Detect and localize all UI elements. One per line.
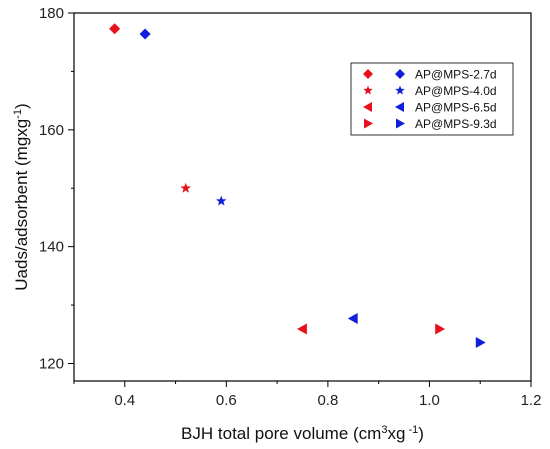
legend-marker-blue bbox=[395, 69, 405, 79]
legend-marker-red bbox=[363, 69, 373, 79]
data-point-triangle-right-red bbox=[435, 323, 446, 335]
legend-marker-red bbox=[364, 118, 373, 129]
data-point-star-blue bbox=[216, 195, 227, 206]
x-tick-label: 0.8 bbox=[317, 392, 338, 409]
legend-marker-red bbox=[363, 102, 372, 112]
legend-label: AP@MPS-4.0d bbox=[415, 84, 497, 98]
data-point-triangle-left-blue bbox=[347, 312, 358, 324]
y-tick-label: 140 bbox=[39, 239, 64, 256]
y-tick-label: 160 bbox=[39, 122, 64, 139]
legend-label: AP@MPS-2.7d bbox=[415, 68, 497, 82]
data-point-star-red bbox=[180, 182, 191, 193]
legend-label: AP@MPS-9.3d bbox=[415, 117, 497, 131]
x-tick-label: 0.4 bbox=[114, 392, 135, 409]
plot-frame bbox=[73, 12, 532, 382]
legend-marker-blue bbox=[395, 102, 404, 112]
data-point-triangle-right-blue bbox=[475, 336, 486, 348]
x-axis-title: BJH total pore volume (cm3xg -1) bbox=[181, 424, 424, 443]
data-point-diamond-red bbox=[109, 23, 121, 35]
y-axis-title: Uads/adsorbent (mgxg-1) bbox=[12, 103, 31, 290]
legend-marker-red bbox=[363, 85, 373, 95]
legend-box bbox=[350, 62, 514, 136]
y-tick-label: 120 bbox=[39, 355, 64, 372]
x-tick-label: 1.2 bbox=[521, 392, 542, 409]
legend-label: AP@MPS-6.5d bbox=[415, 101, 497, 115]
x-tick-label: 0.6 bbox=[216, 392, 237, 409]
data-point-diamond-blue bbox=[139, 28, 151, 40]
legend-marker-blue bbox=[396, 118, 405, 129]
y-tick-label: 180 bbox=[39, 5, 64, 22]
data-point-triangle-left-red bbox=[297, 323, 307, 335]
legend-marker-blue bbox=[395, 85, 405, 95]
x-tick-label: 1.0 bbox=[419, 392, 440, 409]
